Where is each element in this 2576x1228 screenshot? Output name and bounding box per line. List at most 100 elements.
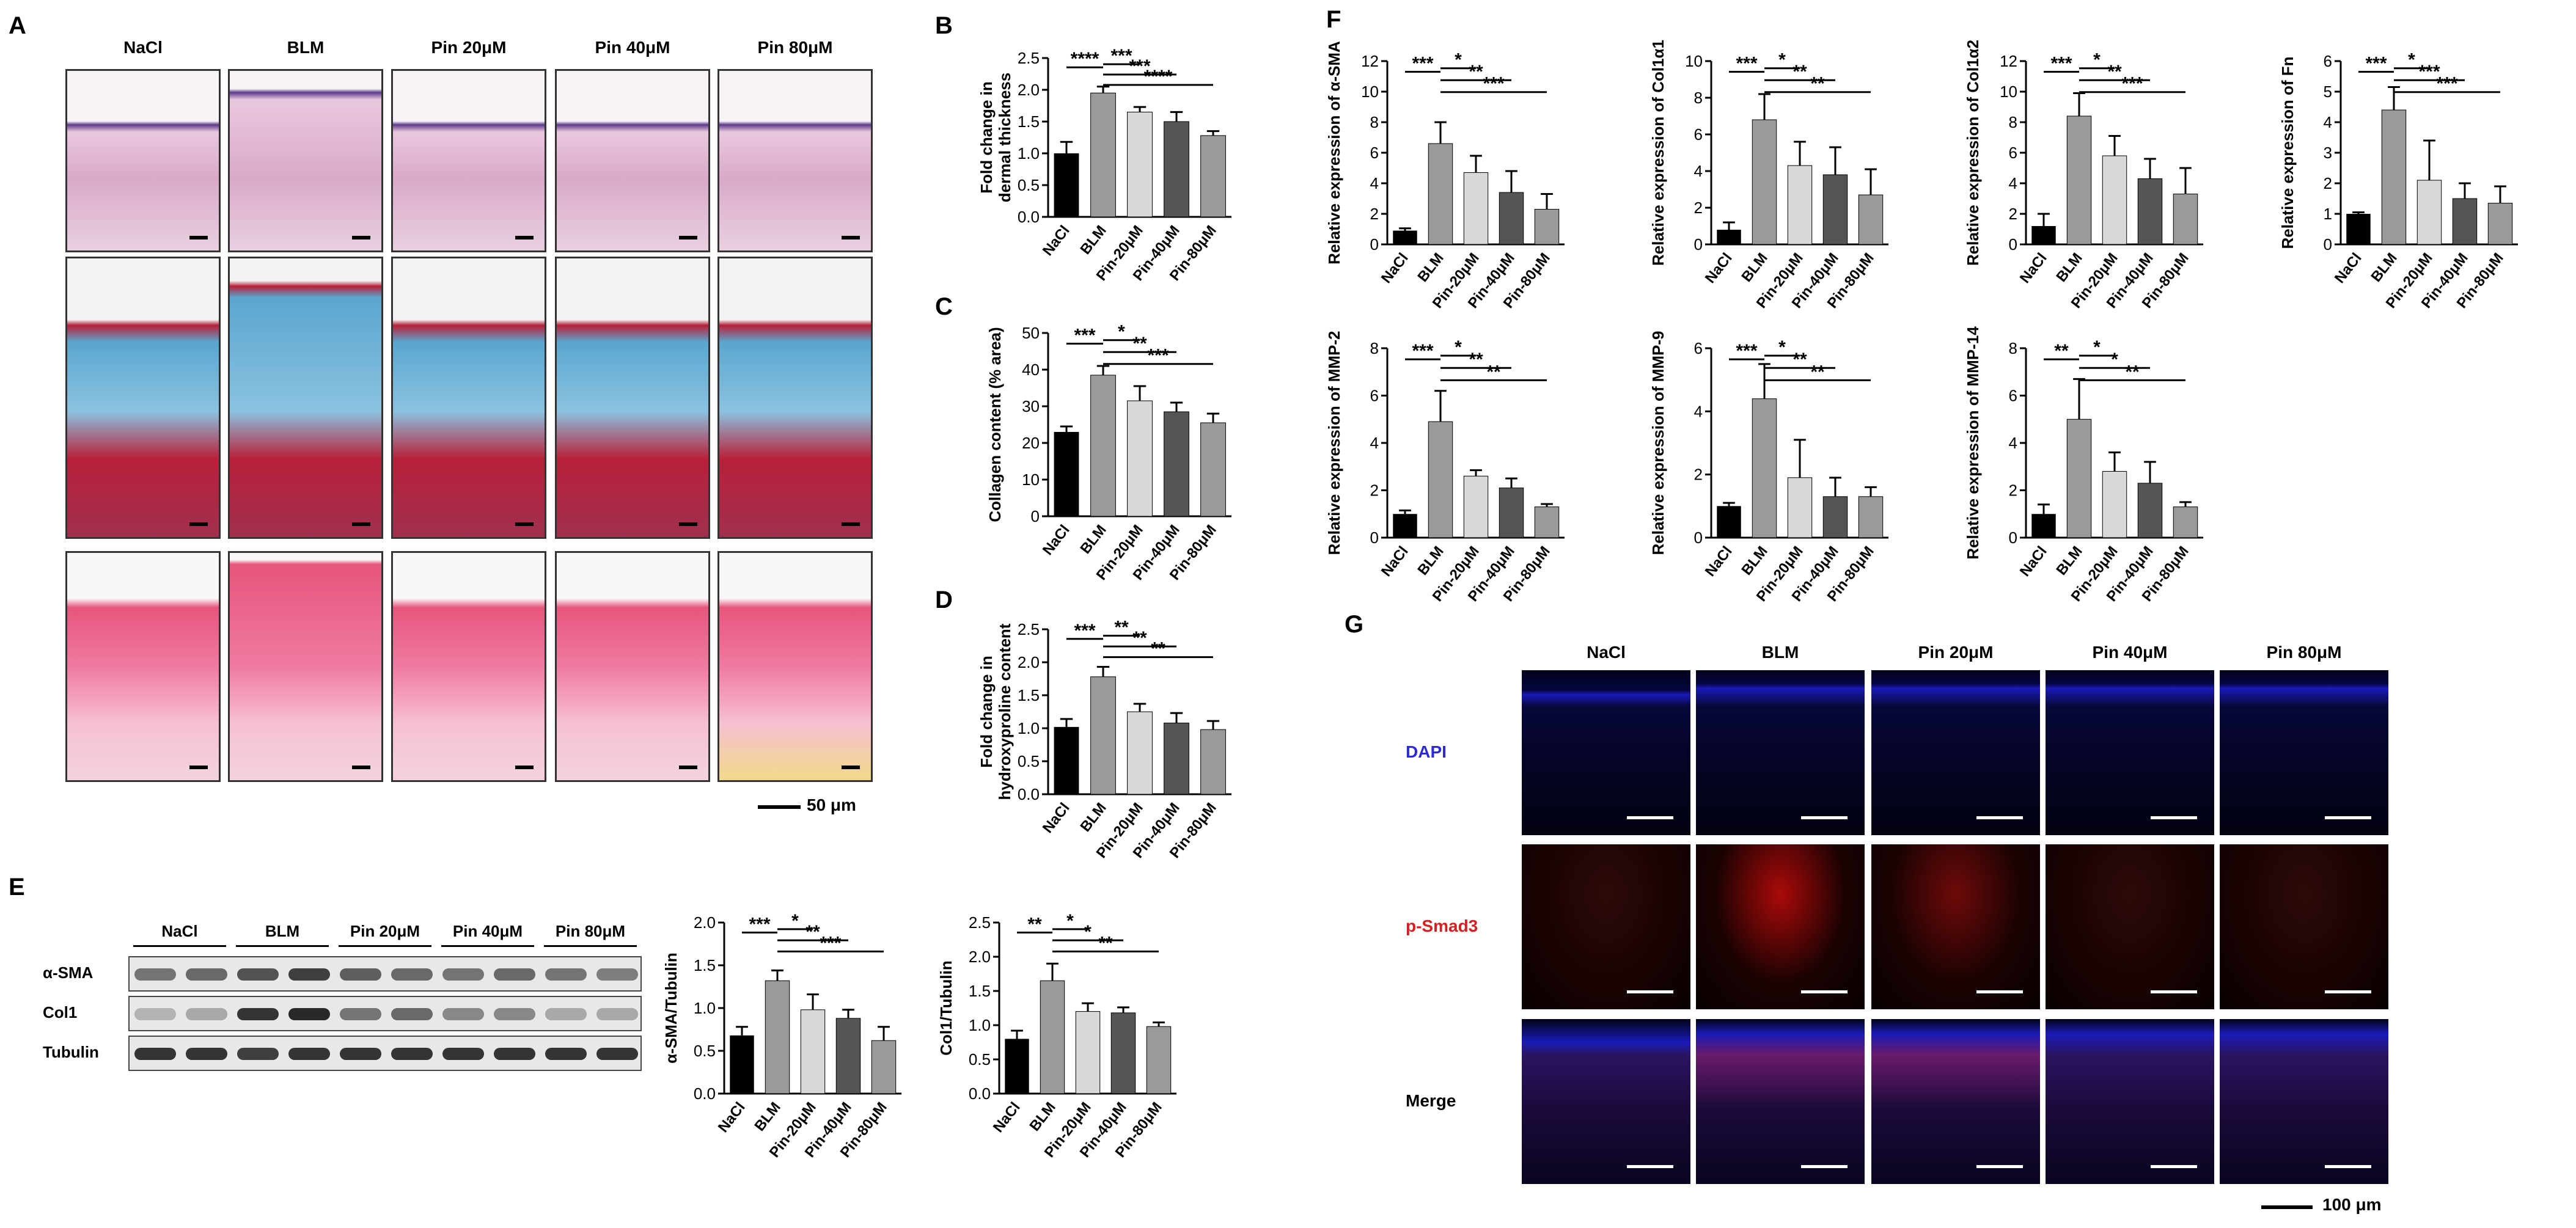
y-tick-label: 8 xyxy=(2009,339,2017,357)
tile-scale-bar xyxy=(189,236,208,239)
bar xyxy=(1787,477,1813,538)
western-row-label: Tubulin xyxy=(43,1043,99,1061)
significance-label: *** xyxy=(1736,54,1757,74)
western-band xyxy=(288,1048,330,1060)
significance-label: ** xyxy=(1027,914,1042,934)
bar xyxy=(2066,418,2092,538)
significance-label: ** xyxy=(1151,639,1165,659)
western-band xyxy=(134,1008,176,1020)
y-tick-label: 4 xyxy=(1370,174,1379,192)
y-tick-label: 0.5 xyxy=(969,1050,991,1069)
fluorescence-scale-bar xyxy=(2261,1205,2313,1209)
panel-label-e: E xyxy=(9,874,25,901)
merge-tile xyxy=(2220,1019,2388,1184)
significance-label: * xyxy=(1084,922,1092,942)
western-band xyxy=(186,968,227,981)
significance-label: ** xyxy=(1793,62,1807,82)
x-tick-label: BLM xyxy=(1738,543,1771,579)
western-band xyxy=(494,1048,535,1060)
y-tick-label: 8 xyxy=(1370,113,1379,131)
y-tick-label: 4 xyxy=(2009,174,2017,192)
significance-label: *** xyxy=(820,933,841,953)
significance-label: *** xyxy=(1074,621,1095,641)
y-tick-label: 1.5 xyxy=(1018,112,1040,131)
y-tick-label: 0.0 xyxy=(1018,785,1040,803)
fluorescence-row-label: DAPI xyxy=(1406,742,1447,761)
significance-label: * xyxy=(1118,322,1125,342)
western-band xyxy=(186,1008,227,1020)
tile-scale-bar xyxy=(189,766,208,769)
western-band xyxy=(134,968,176,981)
y-tick-label: 2.0 xyxy=(1018,81,1040,99)
he-stain-tile xyxy=(228,69,383,252)
y-axis-label: Relative expression of MMP-2 xyxy=(1325,331,1343,555)
tile-scale-bar xyxy=(1801,1165,1848,1168)
histology-scale-label: 50 μm xyxy=(807,795,856,814)
bar xyxy=(2137,483,2163,538)
western-blot-strip xyxy=(128,956,642,992)
fluorescence-col-header: Pin 80μM xyxy=(2266,643,2342,662)
x-tick-label: BLM xyxy=(1414,250,1447,285)
significance-label: ** xyxy=(1469,62,1483,82)
y-tick-label: 8 xyxy=(2009,113,2017,131)
x-tick-label: BLM xyxy=(1738,250,1771,285)
bar xyxy=(1534,209,1560,245)
western-group-underline xyxy=(133,945,226,947)
western-band xyxy=(596,968,638,981)
significance-label: ** xyxy=(1469,349,1483,370)
y-tick-label: 0 xyxy=(1694,235,1703,254)
p-smad3-tile xyxy=(2220,844,2388,1009)
tile-scale-bar xyxy=(2151,816,2197,819)
panel-label-g: G xyxy=(1345,611,1364,638)
bar xyxy=(2173,506,2198,538)
significance-label: * xyxy=(2408,50,2415,70)
bar xyxy=(1090,92,1116,217)
y-tick-label: 2 xyxy=(1370,205,1379,223)
sirius-red-tile xyxy=(391,551,546,782)
dapi-tile xyxy=(1696,670,1865,835)
bar xyxy=(2346,214,2371,244)
bar xyxy=(2102,471,2127,538)
sirius-red-tile xyxy=(555,551,710,782)
bar xyxy=(1054,726,1079,794)
bar xyxy=(2066,115,2092,245)
bar xyxy=(1717,506,1741,538)
masson-stain-tile xyxy=(717,257,873,539)
bar-chart-f5: 0 2 4 6 8 Relative expression of MMP-2 NaCl BLM… xyxy=(1325,331,1565,605)
significance-label: ** xyxy=(1810,362,1825,382)
y-tick-label: 0.5 xyxy=(1018,752,1040,770)
bar xyxy=(1200,422,1226,517)
y-tick-label: 6 xyxy=(2009,387,2017,405)
western-band xyxy=(288,1008,330,1020)
tile-scale-bar xyxy=(1801,990,1848,993)
bar-chart-c: 0 10 20 30 40 50 Collagen content (% area) NaCl… xyxy=(986,322,1231,583)
significance-label: *** xyxy=(1147,346,1169,366)
significance-label: ** xyxy=(1810,74,1825,94)
tile-scale-bar xyxy=(842,236,860,239)
significance-label: *** xyxy=(1483,74,1504,94)
y-tick-label: 2.5 xyxy=(1018,49,1040,67)
significance-label: * xyxy=(1778,337,1786,357)
fluorescence-col-header: Pin 40μM xyxy=(2092,643,2168,662)
fluorescence-scale-label: 100 μm xyxy=(2322,1195,2382,1214)
bar xyxy=(1054,432,1079,516)
bar xyxy=(1164,121,1189,217)
bar xyxy=(1200,135,1226,217)
y-tick-label: 6 xyxy=(1694,125,1703,144)
bar xyxy=(800,1009,826,1094)
panel-label-b: B xyxy=(935,12,953,39)
he-stain-tile xyxy=(391,69,546,252)
significance-label: * xyxy=(1066,911,1074,931)
significance-label: *** xyxy=(1110,46,1132,66)
y-tick-label: 30 xyxy=(1022,397,1040,415)
significance-label: *** xyxy=(1412,54,1433,74)
tile-scale-bar xyxy=(515,766,534,769)
y-tick-label: 1.5 xyxy=(694,956,716,974)
bar xyxy=(2487,203,2513,245)
fluorescence-col-header: NaCl xyxy=(1587,643,1626,662)
western-band xyxy=(596,1008,638,1020)
x-tick-label: BLM xyxy=(1414,543,1447,579)
tile-scale-bar xyxy=(515,522,534,526)
merge-tile xyxy=(1522,1019,1690,1184)
